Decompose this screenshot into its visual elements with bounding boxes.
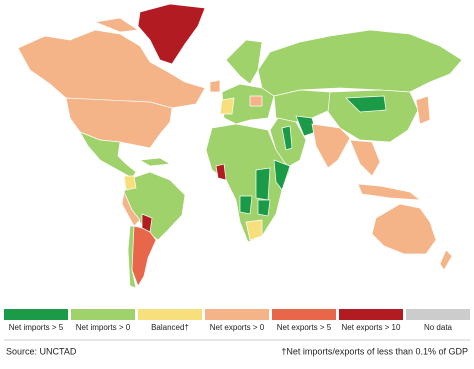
country-region [79, 131, 137, 179]
legend-label: Net imports > 0 [76, 323, 131, 332]
legend-swatch [138, 309, 202, 320]
source: Source: UNCTAD [6, 346, 77, 356]
country-region [225, 39, 263, 85]
country-region [245, 219, 263, 241]
legend-swatch [71, 309, 135, 320]
legend-swatch [205, 309, 269, 320]
country-region [123, 175, 137, 191]
country-region [439, 249, 453, 271]
legend-swatch [339, 309, 403, 320]
country-region [255, 167, 271, 201]
country-region [327, 89, 419, 143]
country-region [349, 139, 381, 177]
world-map [17, 3, 463, 289]
country-region [311, 123, 351, 169]
country-region [257, 199, 271, 217]
country-region [131, 225, 157, 287]
country-region [138, 157, 172, 167]
legend-swatch [272, 309, 336, 320]
country-region [281, 125, 293, 151]
legend-label: Net exports > 0 [210, 323, 265, 332]
country-region [65, 97, 173, 149]
country-region [239, 195, 253, 215]
country-region [257, 29, 463, 97]
legend-label: Net exports > 10 [342, 323, 401, 332]
country-region [137, 3, 206, 65]
country-region [209, 79, 221, 93]
country-region [345, 95, 387, 113]
legend-swatch [406, 309, 470, 320]
footnote: †Net imports/exports of less than 0.1% o… [281, 346, 468, 356]
legend-label: No data [424, 323, 453, 332]
country-region [371, 203, 437, 255]
legend-label: Balanced† [151, 323, 189, 332]
country-region [219, 97, 235, 115]
country-region [121, 190, 141, 227]
country-region [415, 95, 431, 125]
legend-swatch [4, 309, 68, 320]
country-region [93, 17, 139, 33]
legend-label: Net exports > 5 [277, 323, 332, 332]
country-region [249, 95, 263, 107]
country-region [215, 163, 227, 181]
country-region [221, 83, 275, 125]
legend: Net imports > 5 Net imports > 0 Balanced† N… [4, 309, 470, 332]
country-region [127, 225, 137, 289]
legend-label: Net imports > 5 [9, 323, 64, 332]
country-region [357, 183, 422, 201]
country-region [273, 159, 291, 191]
